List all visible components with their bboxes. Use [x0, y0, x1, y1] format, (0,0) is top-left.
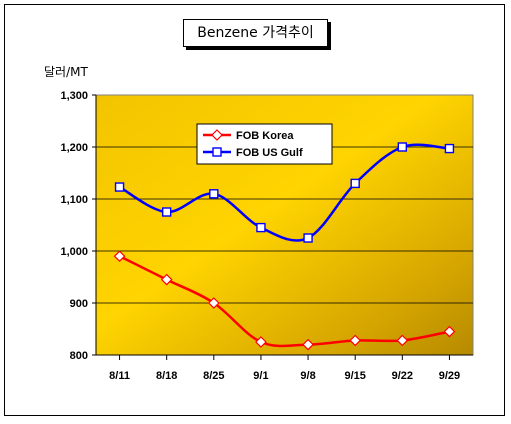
legend-marker-fob-us-gulf: [212, 147, 222, 157]
x-tick-label: 9/1: [253, 370, 268, 382]
y-tick-label: 1,100: [60, 194, 88, 206]
data-point-fob-korea: [255, 336, 267, 348]
series-line-fob-us-gulf: [118, 143, 450, 242]
data-point-fob-us-gulf: [209, 189, 219, 199]
data-point-fob-korea: [302, 338, 314, 351]
data-point-fob-korea: [113, 250, 126, 263]
y-tick-label: 800: [70, 350, 88, 362]
y-tick-label: 1,200: [60, 142, 88, 154]
data-point-fob-us-gulf: [397, 142, 408, 152]
data-point-fob-korea: [396, 334, 409, 347]
legend-marker-fob-korea: [211, 129, 223, 141]
legend-label-fob-korea: FOB Korea: [236, 130, 294, 142]
legend-box: [196, 123, 333, 165]
data-point-fob-us-gulf: [114, 182, 125, 192]
data-point-fob-korea: [443, 325, 456, 338]
data-point-fob-korea: [207, 297, 220, 309]
x-tick-label: 8/25: [203, 370, 224, 382]
legend-label-fob-us-gulf: FOB US Gulf: [236, 147, 303, 159]
x-tick-label: 9/29: [439, 370, 460, 382]
x-tick-label: 8/11: [109, 370, 130, 382]
y-tick-label: 1,000: [60, 246, 88, 258]
data-point-fob-us-gulf: [303, 233, 313, 243]
data-point-fob-korea: [349, 334, 362, 347]
x-tick-label: 8/18: [156, 370, 177, 382]
x-tick-label: 9/15: [344, 370, 365, 382]
data-point-fob-us-gulf: [161, 207, 172, 217]
y-axis-unit-label: 달러/MT: [44, 65, 88, 79]
data-point-fob-us-gulf: [256, 222, 266, 233]
y-tick-label: 900: [70, 298, 88, 310]
y-tick-label: 1,300: [60, 90, 88, 102]
data-point-fob-us-gulf: [350, 178, 360, 189]
data-point-fob-us-gulf: [444, 143, 455, 154]
x-tick-label: 9/8: [300, 370, 315, 382]
data-point-fob-korea: [160, 273, 173, 286]
chart-title: Benzene 가격추이: [183, 19, 328, 47]
x-tick-label: 9/22: [392, 370, 413, 382]
